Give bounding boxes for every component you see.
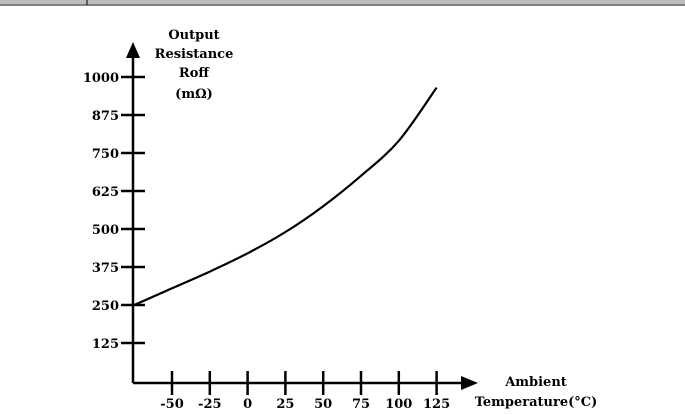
x-tick-label: 25	[276, 397, 294, 410]
y-axis-title-line-1: Output	[168, 28, 219, 43]
series-line	[133, 86, 438, 307]
x-tick-label: 75	[352, 397, 370, 410]
y-tick-label: 375	[92, 261, 119, 276]
x-tick-label: 50	[314, 397, 332, 410]
x-tick-label: 125	[423, 397, 450, 410]
x-tick-label: 100	[385, 397, 412, 410]
x-tick-label: 0	[243, 397, 252, 410]
y-tick-label: 1000	[83, 71, 119, 86]
y-tick-label: 875	[92, 109, 119, 124]
ticks-layer: 125 250 375 500 625 750 875 1000 -50 -25 0 25 50 75 10…	[83, 71, 450, 412]
y-axis-title-line-2: Resistance	[155, 47, 234, 62]
x-axis-title-line-2: Temperature(°C)	[475, 395, 598, 410]
y-tick-label: 125	[92, 337, 119, 352]
y-tick-label: 750	[92, 147, 119, 162]
series-layer	[133, 86, 438, 307]
y-tick-label: 250	[92, 299, 119, 314]
top-border-bar	[0, 0, 685, 4]
y-tick-label: 625	[92, 185, 119, 200]
x-tick-label: -25	[198, 397, 222, 410]
x-axis-arrow	[461, 376, 478, 390]
y-axis-title-line-4: (mΩ)	[175, 87, 213, 102]
y-tick-label: 500	[92, 223, 119, 238]
x-axis-title-line-1: Ambient	[504, 375, 567, 390]
x-tick-label: -50	[160, 397, 184, 410]
y-axis-title-line-3: Roff	[179, 66, 210, 81]
y-axis-arrow	[126, 42, 140, 58]
